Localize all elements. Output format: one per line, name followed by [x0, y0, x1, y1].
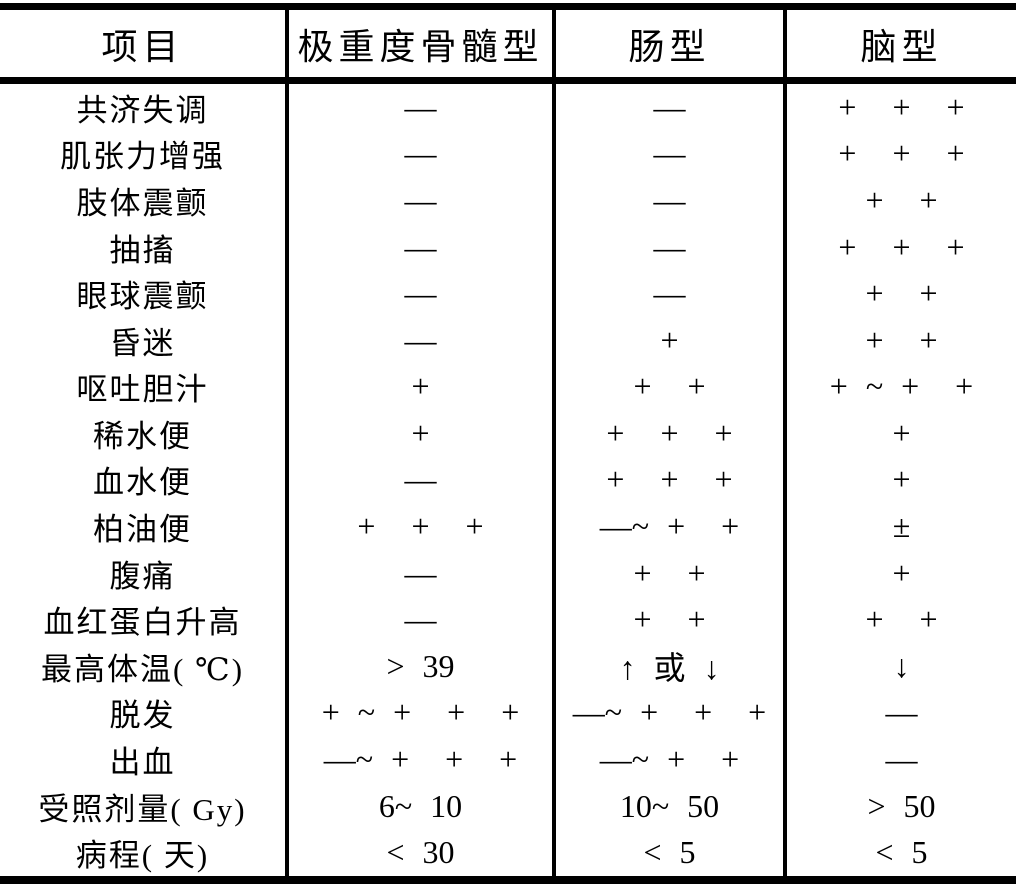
- table-cell: + +: [783, 270, 1016, 317]
- table-cell: + + +: [285, 503, 552, 550]
- table-cell: + ~ + +: [783, 363, 1016, 411]
- column-header-item: 项目: [0, 10, 285, 84]
- table-cell: —: [285, 177, 552, 224]
- table-cell: —: [552, 223, 783, 271]
- table-cell: —: [552, 84, 783, 131]
- table-cell: ↓: [783, 643, 1016, 690]
- table-cell: —: [285, 596, 552, 644]
- row-label: 肌张力增强: [60, 139, 225, 175]
- row-label: 共济失调: [76, 92, 209, 128]
- row-label: 病程( 天): [75, 838, 210, 874]
- row-label: 呕吐胆汁: [76, 372, 209, 408]
- row-label: 血红蛋白升高: [43, 605, 242, 641]
- table-cell: —: [552, 130, 783, 178]
- table-cell: —~ + +: [552, 736, 783, 783]
- table-cell: —: [285, 223, 552, 271]
- table-cell: —~ + + +: [552, 689, 783, 737]
- table-cell: —: [552, 177, 783, 224]
- table-cell: +: [285, 410, 552, 457]
- row-label: 昏迷: [109, 325, 176, 361]
- table-cell: 10~ 50: [552, 782, 783, 830]
- column-header-cerebral: 脑型: [783, 10, 1016, 84]
- column-header-bone-marrow: 极重度骨髓型: [285, 10, 552, 84]
- table-cell: —: [285, 549, 552, 597]
- table-cell: —~ + + +: [285, 736, 552, 783]
- row-label: 最高体温( ℃): [40, 651, 245, 687]
- table-cell: + + +: [783, 223, 1016, 271]
- row-label: 柏油便: [93, 512, 192, 548]
- table-cell: + +: [783, 596, 1016, 644]
- table-cell: —: [285, 84, 552, 131]
- table-cell: + ~ + + +: [285, 689, 552, 737]
- row-label: 眼球震颤: [76, 279, 209, 315]
- table-cell: < 5: [783, 829, 1016, 876]
- table-cell: + +: [552, 363, 783, 411]
- table-cell: + +: [783, 177, 1016, 224]
- table-cell: > 39: [285, 643, 552, 690]
- table-cell: + +: [552, 596, 783, 644]
- table-cell: + +: [552, 549, 783, 597]
- row-label: 腹痛: [109, 558, 176, 594]
- table-cell: > 50: [783, 782, 1016, 830]
- table-cell: +: [552, 316, 783, 364]
- table-cell: +: [285, 363, 552, 411]
- table-cell: +: [783, 456, 1016, 504]
- table-cell: —: [552, 270, 783, 317]
- table-cell: < 30: [285, 829, 552, 876]
- table-cell: + + +: [552, 410, 783, 457]
- table-cell: —: [285, 456, 552, 504]
- table-cell: ±: [783, 503, 1016, 550]
- table-cell: + +: [783, 316, 1016, 364]
- row-label: 肢体震颤: [76, 185, 209, 221]
- table-cell: + + +: [783, 130, 1016, 178]
- table-cell: 6~ 10: [285, 782, 552, 830]
- table-cell: —: [285, 316, 552, 364]
- table-cell: < 5: [552, 829, 783, 876]
- table-cell: + + +: [552, 456, 783, 504]
- row-label: 脱发: [109, 698, 176, 734]
- row-label: 稀水便: [93, 418, 192, 454]
- table-cell: —: [285, 130, 552, 178]
- table-cell: —: [783, 736, 1016, 783]
- table-cell: —: [285, 270, 552, 317]
- row-label: 抽搐: [109, 232, 176, 268]
- table-cell: +: [783, 410, 1016, 457]
- table-cell: + + +: [783, 84, 1016, 131]
- row-label: 出血: [109, 745, 176, 781]
- table-cell: —~ + +: [552, 503, 783, 550]
- row-label: 血水便: [93, 465, 192, 501]
- table-cell: +: [783, 549, 1016, 597]
- column-header-intestinal: 肠型: [552, 10, 783, 84]
- table-cell: —: [783, 689, 1016, 737]
- row-label: 受照剂量( Gy): [38, 791, 247, 827]
- radiation-sickness-type-table: 项目 极重度骨髓型 肠型 脑型 共济失调 — — + + + 肌张力增强 — —…: [0, 3, 1016, 884]
- table-cell: ↑ 或 ↓: [552, 643, 783, 690]
